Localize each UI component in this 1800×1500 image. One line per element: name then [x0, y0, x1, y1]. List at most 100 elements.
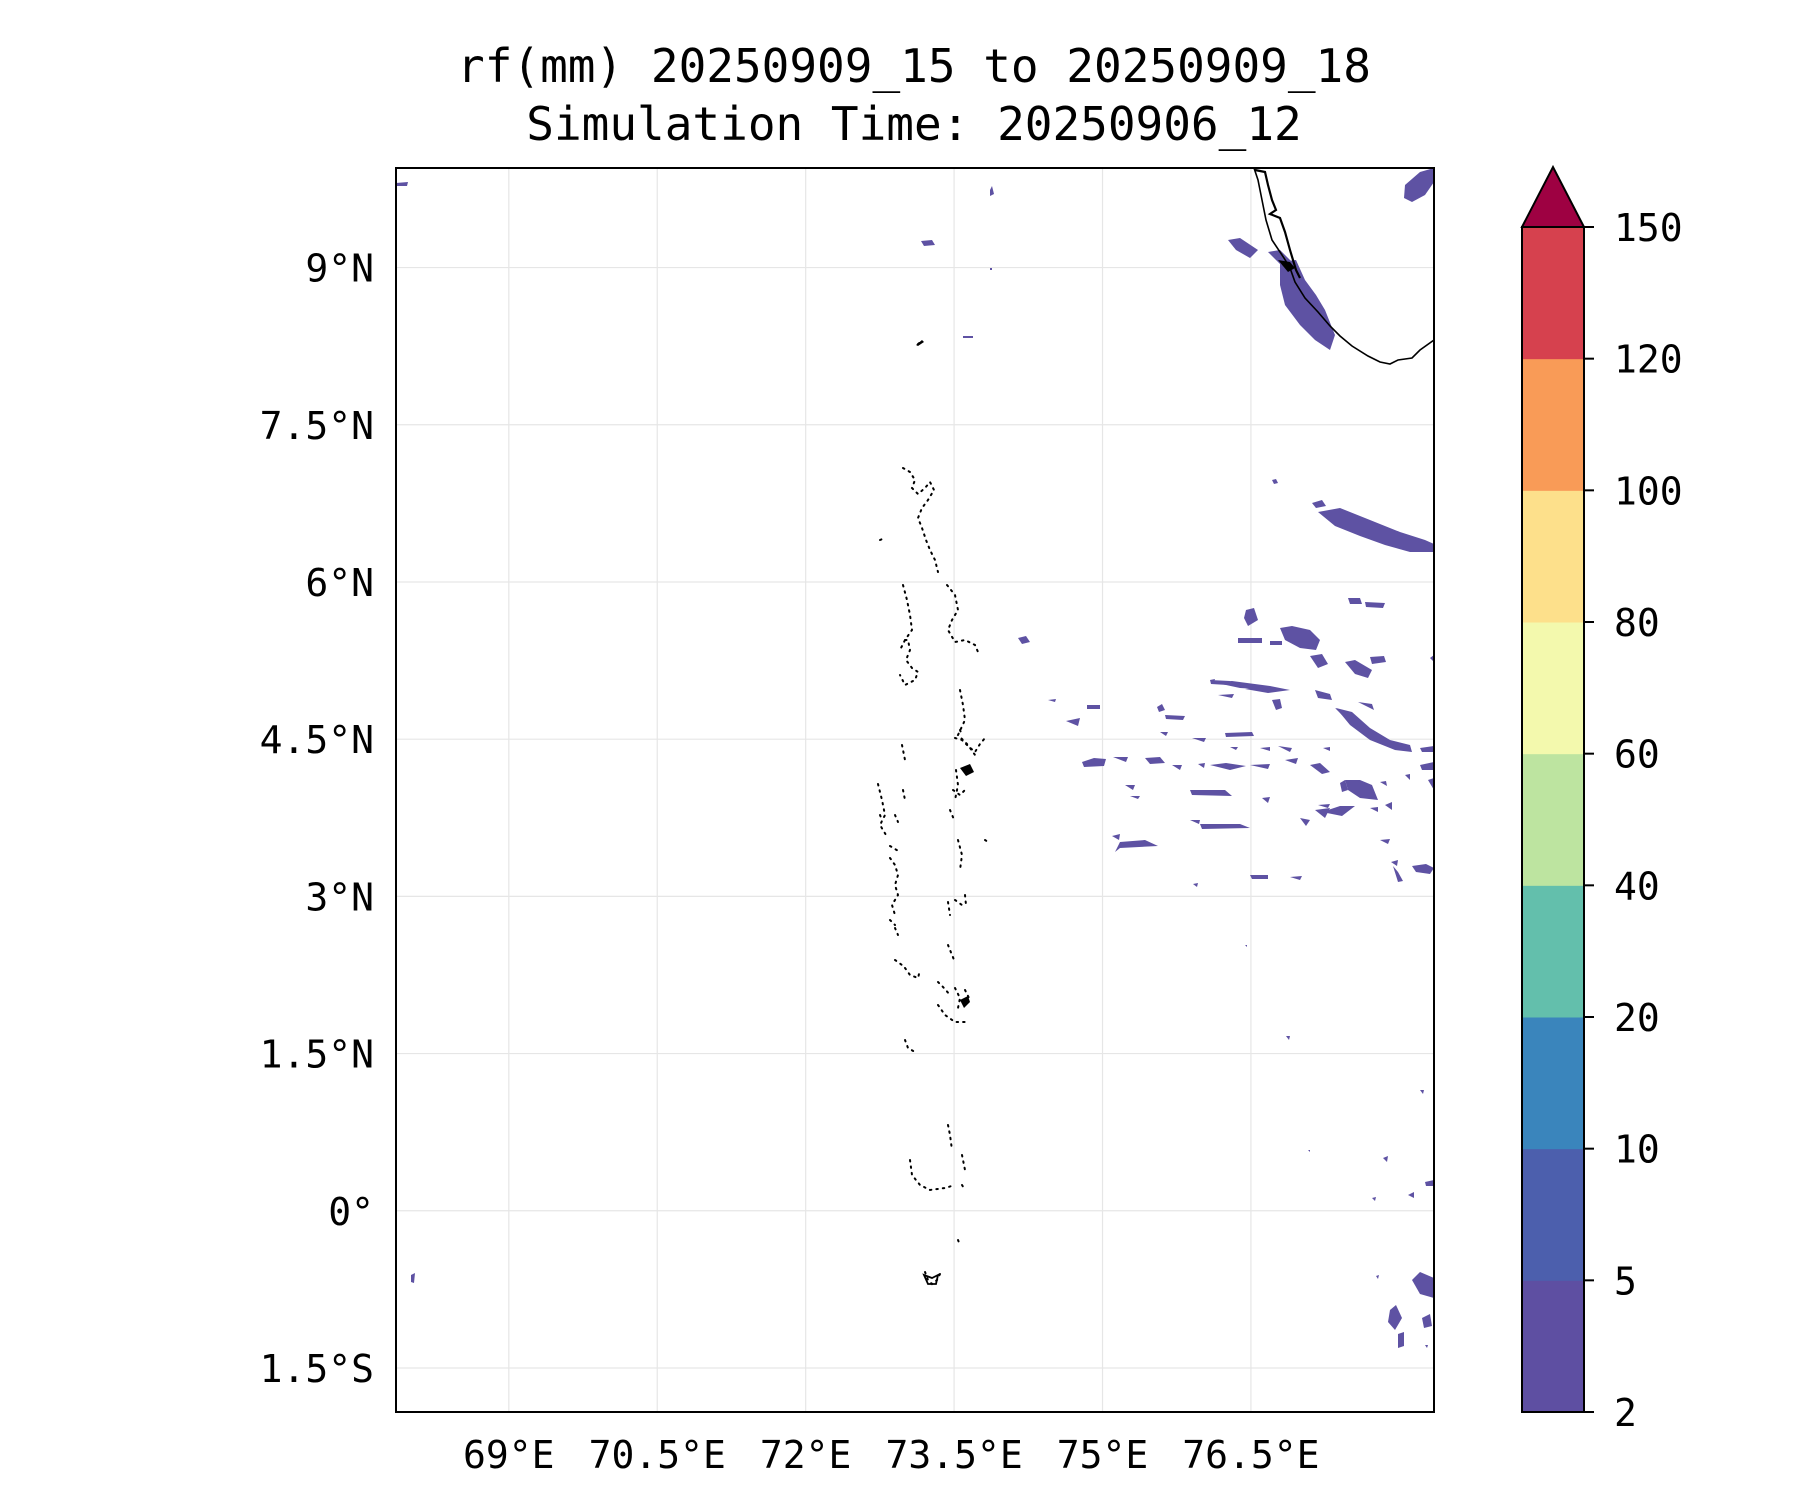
rain-patch	[1318, 508, 1434, 552]
colorbar-tick-label: 10	[1614, 1128, 1660, 1172]
atoll-outline	[877, 783, 887, 836]
rain-patch	[1160, 732, 1168, 736]
atoll-outline	[904, 1039, 916, 1053]
rain-patch	[1380, 839, 1390, 844]
longitude-tick-label: 73.5°E	[885, 1433, 1022, 1477]
colorbar-bin	[1522, 753, 1584, 886]
longitude-tick-label: 75°E	[1057, 1433, 1149, 1477]
rain-patch	[1370, 656, 1386, 664]
rain-patch	[1125, 785, 1135, 790]
map-title-line2: Simulation Time: 20250906_12	[526, 97, 1301, 151]
rain-patch	[1260, 747, 1270, 751]
rain-patch	[1420, 1090, 1424, 1094]
atoll-outline	[949, 809, 956, 823]
map-contents	[396, 168, 1434, 1348]
colorbar-tick-label: 2	[1614, 1391, 1637, 1435]
colorbar-tick-label: 60	[1614, 733, 1660, 777]
rain-patch	[921, 240, 935, 246]
atoll-outline	[947, 901, 951, 916]
atoll-outline	[894, 927, 899, 936]
atoll-outline	[947, 1124, 953, 1151]
rain-patch	[1190, 790, 1232, 796]
colorbar-bin	[1522, 622, 1584, 755]
rain-patch	[1172, 765, 1182, 770]
rain-patch	[1412, 864, 1434, 874]
atoll-outlines	[877, 340, 989, 1286]
rain-patch	[1412, 1272, 1434, 1298]
colorbar-extend-arrow	[1520, 164, 1586, 228]
colorbar-tick-label: 100	[1614, 469, 1683, 513]
atoll-outline	[889, 845, 901, 853]
atoll-outline	[879, 537, 886, 541]
atoll-outline	[954, 737, 986, 754]
colorbar-outline	[1521, 226, 1585, 1413]
colorbar-tick-label: 120	[1614, 338, 1683, 382]
rain-patch	[1228, 238, 1258, 258]
latitude-tick-label: 7.5°N	[260, 404, 374, 448]
colorbar-tick-label: 20	[1614, 996, 1660, 1040]
rain-patch	[1112, 834, 1120, 840]
latitude-tick-label: 0°	[328, 1190, 374, 1234]
rain-patch	[1250, 875, 1268, 879]
map-frame	[395, 167, 1435, 1413]
rain-patch	[1082, 758, 1106, 767]
rainfall-areas	[396, 168, 1434, 1348]
rain-patch	[1244, 608, 1258, 626]
atoll-outline	[952, 789, 966, 797]
rain-patch	[1280, 260, 1335, 350]
rain-patch	[1318, 804, 1330, 808]
rain-patch	[1348, 598, 1362, 604]
latitude-tick-label: 9°N	[305, 247, 374, 291]
atoll-outline	[894, 959, 903, 966]
atoll-outline	[984, 839, 989, 843]
rain-patch	[1391, 860, 1398, 866]
rain-patch	[1345, 660, 1372, 678]
atoll-outline	[879, 814, 883, 821]
rain-patch	[990, 186, 994, 196]
colorbar-bin	[1522, 1148, 1584, 1281]
rain-patch	[1272, 479, 1278, 484]
longitude-tick-label: 69°E	[463, 1433, 555, 1477]
latitude-tick-label: 6°N	[305, 561, 374, 605]
atoll-outline	[959, 729, 963, 736]
rain-patch	[1165, 715, 1185, 720]
coast-detail	[1254, 168, 1301, 279]
rain-patch	[1230, 747, 1238, 750]
atoll-outline	[889, 919, 896, 926]
latitude-tick-labels: 9°N 7.5°N 6°N 4.5°N 3°N 1.5°N 0° 1.5°S	[260, 247, 374, 1391]
graticule	[396, 168, 1434, 1412]
map-background	[396, 168, 1434, 1412]
rain-patch	[1310, 654, 1328, 668]
rain-patch	[1018, 636, 1030, 644]
rain-patch	[1420, 762, 1434, 770]
longitude-tick-labels: 69°E 70.5°E 72°E 73.5°E 75°E 76.5°E	[463, 1433, 1320, 1477]
atoll-outline	[899, 639, 920, 687]
atoll-outline	[954, 899, 963, 906]
colorbar-tick-label: 80	[1614, 601, 1660, 645]
rain-patch	[1278, 746, 1292, 752]
atoll-outline	[961, 1184, 966, 1191]
rain-patch	[1385, 802, 1392, 810]
rain-patch	[1388, 1305, 1402, 1330]
rain-patch	[1087, 705, 1100, 709]
rain-patch	[1218, 694, 1234, 698]
rain-patch	[1425, 1345, 1428, 1348]
rain-patch	[1404, 168, 1434, 202]
rain-patch	[1190, 820, 1200, 824]
longitude-tick-label: 76.5°E	[1182, 1433, 1319, 1477]
atoll-outline	[957, 1239, 961, 1246]
colorbar: 2 5 10 20 40 60 80 100 120 150	[1520, 164, 1683, 1435]
rain-patch	[1286, 1036, 1290, 1040]
longitude-tick-label: 72°E	[760, 1433, 852, 1477]
rain-patch	[1157, 704, 1165, 712]
rain-patch	[1272, 699, 1282, 710]
rain-patch	[1192, 738, 1206, 742]
atoll-outline	[902, 467, 939, 573]
rain-patch	[1238, 638, 1262, 643]
rain-patch	[1262, 797, 1270, 803]
longitude-tick-label: 70.5°E	[589, 1433, 726, 1477]
colorbar-tick-label: 150	[1614, 206, 1683, 250]
rain-patch	[1323, 747, 1330, 751]
rain-patch	[396, 182, 408, 186]
colorbar-tick-label: 40	[1614, 864, 1660, 908]
